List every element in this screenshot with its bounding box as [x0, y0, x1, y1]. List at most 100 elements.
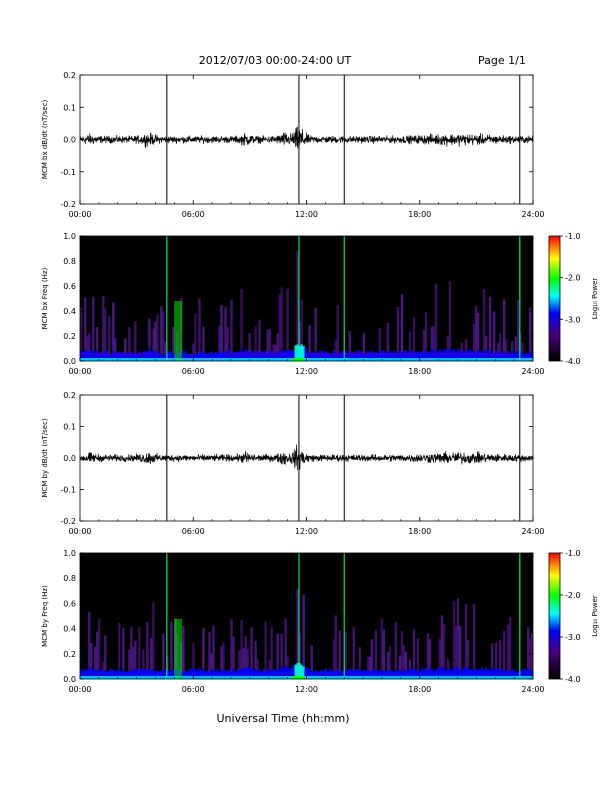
spectrogram-band [380, 350, 384, 361]
spectrogram-band [106, 350, 109, 361]
spectrogram-band [132, 358, 135, 361]
colorbar [548, 552, 561, 680]
spectrogram-band [224, 358, 227, 361]
y-tick-label: 0.2 [63, 332, 76, 341]
spectrogram-band [132, 353, 135, 361]
spectrogram-band [452, 601, 456, 670]
spectrogram-band [432, 670, 436, 679]
spectrogram-band [482, 358, 486, 361]
spectrogram-band [138, 676, 141, 679]
spectrogram-band [194, 358, 197, 361]
spectrogram-band [398, 670, 402, 679]
spectrogram-band [390, 358, 394, 361]
spectrogram-band [370, 350, 374, 361]
spectrogram-band [120, 358, 123, 361]
y-tick-label: 0.0 [63, 454, 76, 463]
spectrogram-band [390, 676, 394, 679]
spectrogram-band [352, 627, 356, 671]
spectrogram-band [434, 669, 438, 679]
spectrogram-band [460, 676, 464, 679]
spectrogram-band [338, 676, 341, 679]
spectrogram-band [432, 676, 436, 679]
spectrogram-band [290, 667, 293, 679]
spectrogram-band [102, 670, 105, 679]
spectrogram-band [358, 676, 362, 679]
spectrogram-band [246, 349, 249, 361]
spectrogram-band [412, 352, 416, 361]
spectrogram-band [240, 358, 243, 361]
spectrogram-band [528, 351, 532, 361]
y-tick-label: 0.8 [63, 574, 76, 583]
spectrogram-band [242, 648, 245, 669]
spectrogram-band [496, 351, 500, 361]
spectrogram-band [124, 358, 127, 361]
spectrogram-band [460, 669, 464, 679]
spectrogram-band [336, 353, 339, 361]
spectrogram-band [318, 350, 321, 361]
spectrogram-band [522, 358, 526, 361]
spectrogram-band [284, 350, 287, 361]
spectrogram-band [266, 358, 269, 361]
spectrogram-band [188, 669, 191, 679]
spectrogram-band [268, 351, 271, 361]
spectrogram-band [328, 358, 331, 361]
spectrogram-band [200, 670, 203, 679]
spectrogram-band [194, 313, 197, 355]
spectrogram-band [244, 358, 247, 361]
spectrogram-band [208, 352, 211, 361]
spectrogram-band [474, 352, 478, 361]
spectrogram-band [450, 350, 454, 361]
spectrogram-band [528, 358, 532, 361]
spectrogram-band [160, 353, 163, 361]
y-axis-label: MCM by Freq (Hz) [41, 585, 49, 647]
spectrogram-band [324, 676, 327, 679]
spectrogram-band [126, 676, 129, 679]
spectrogram-band [386, 651, 390, 671]
spectrogram-band [272, 352, 275, 361]
spectrogram-band [346, 676, 349, 679]
spectrogram-band [190, 353, 193, 361]
spectrogram-band [308, 676, 311, 679]
spectrogram-band [450, 669, 454, 679]
spectrogram-band [300, 664, 303, 679]
spectrogram-band [364, 353, 368, 361]
spectrogram-band [402, 358, 406, 361]
y-tick-label: 0.2 [63, 650, 76, 659]
spectrogram-band [104, 350, 107, 361]
spectrogram-band [216, 352, 219, 361]
spectrogram-band [282, 676, 285, 679]
spectrogram-band [420, 667, 424, 679]
x-tick-label: 00:00 [68, 527, 91, 536]
spectrogram-band [332, 676, 335, 679]
spectrogram-band [250, 627, 253, 669]
spectrogram-band [212, 669, 215, 679]
spectrogram-band [526, 358, 530, 361]
spectrogram-band [114, 358, 117, 361]
spectrogram-band [516, 676, 520, 679]
spectrogram-band [290, 350, 293, 361]
spectrogram-band [474, 668, 478, 679]
spectrogram-band [336, 358, 339, 361]
spectrogram-band [136, 353, 139, 361]
spectrogram-band [92, 296, 95, 350]
spectrogram-band [228, 676, 231, 679]
spectrogram-band [98, 670, 101, 679]
spectrogram-band [226, 327, 229, 351]
spectrogram-band [434, 358, 438, 361]
spectrogram-band [136, 358, 139, 361]
spectrogram-band [162, 633, 165, 670]
spectrogram-band [100, 352, 103, 361]
spectrogram-band [302, 358, 305, 361]
spectrogram-band [304, 358, 307, 361]
spectrogram-band [468, 668, 472, 679]
spectrogram-band [112, 358, 115, 361]
spectrogram-band [282, 350, 285, 361]
spectrogram-band [132, 670, 135, 679]
spectrogram-band [216, 676, 219, 679]
spectrogram-band [432, 326, 436, 350]
spectrogram-band [110, 353, 113, 361]
spectrogram-band [300, 299, 303, 345]
spectrogram-band [504, 352, 508, 361]
spectrogram-band [226, 670, 229, 679]
spectrogram-band [80, 307, 83, 351]
